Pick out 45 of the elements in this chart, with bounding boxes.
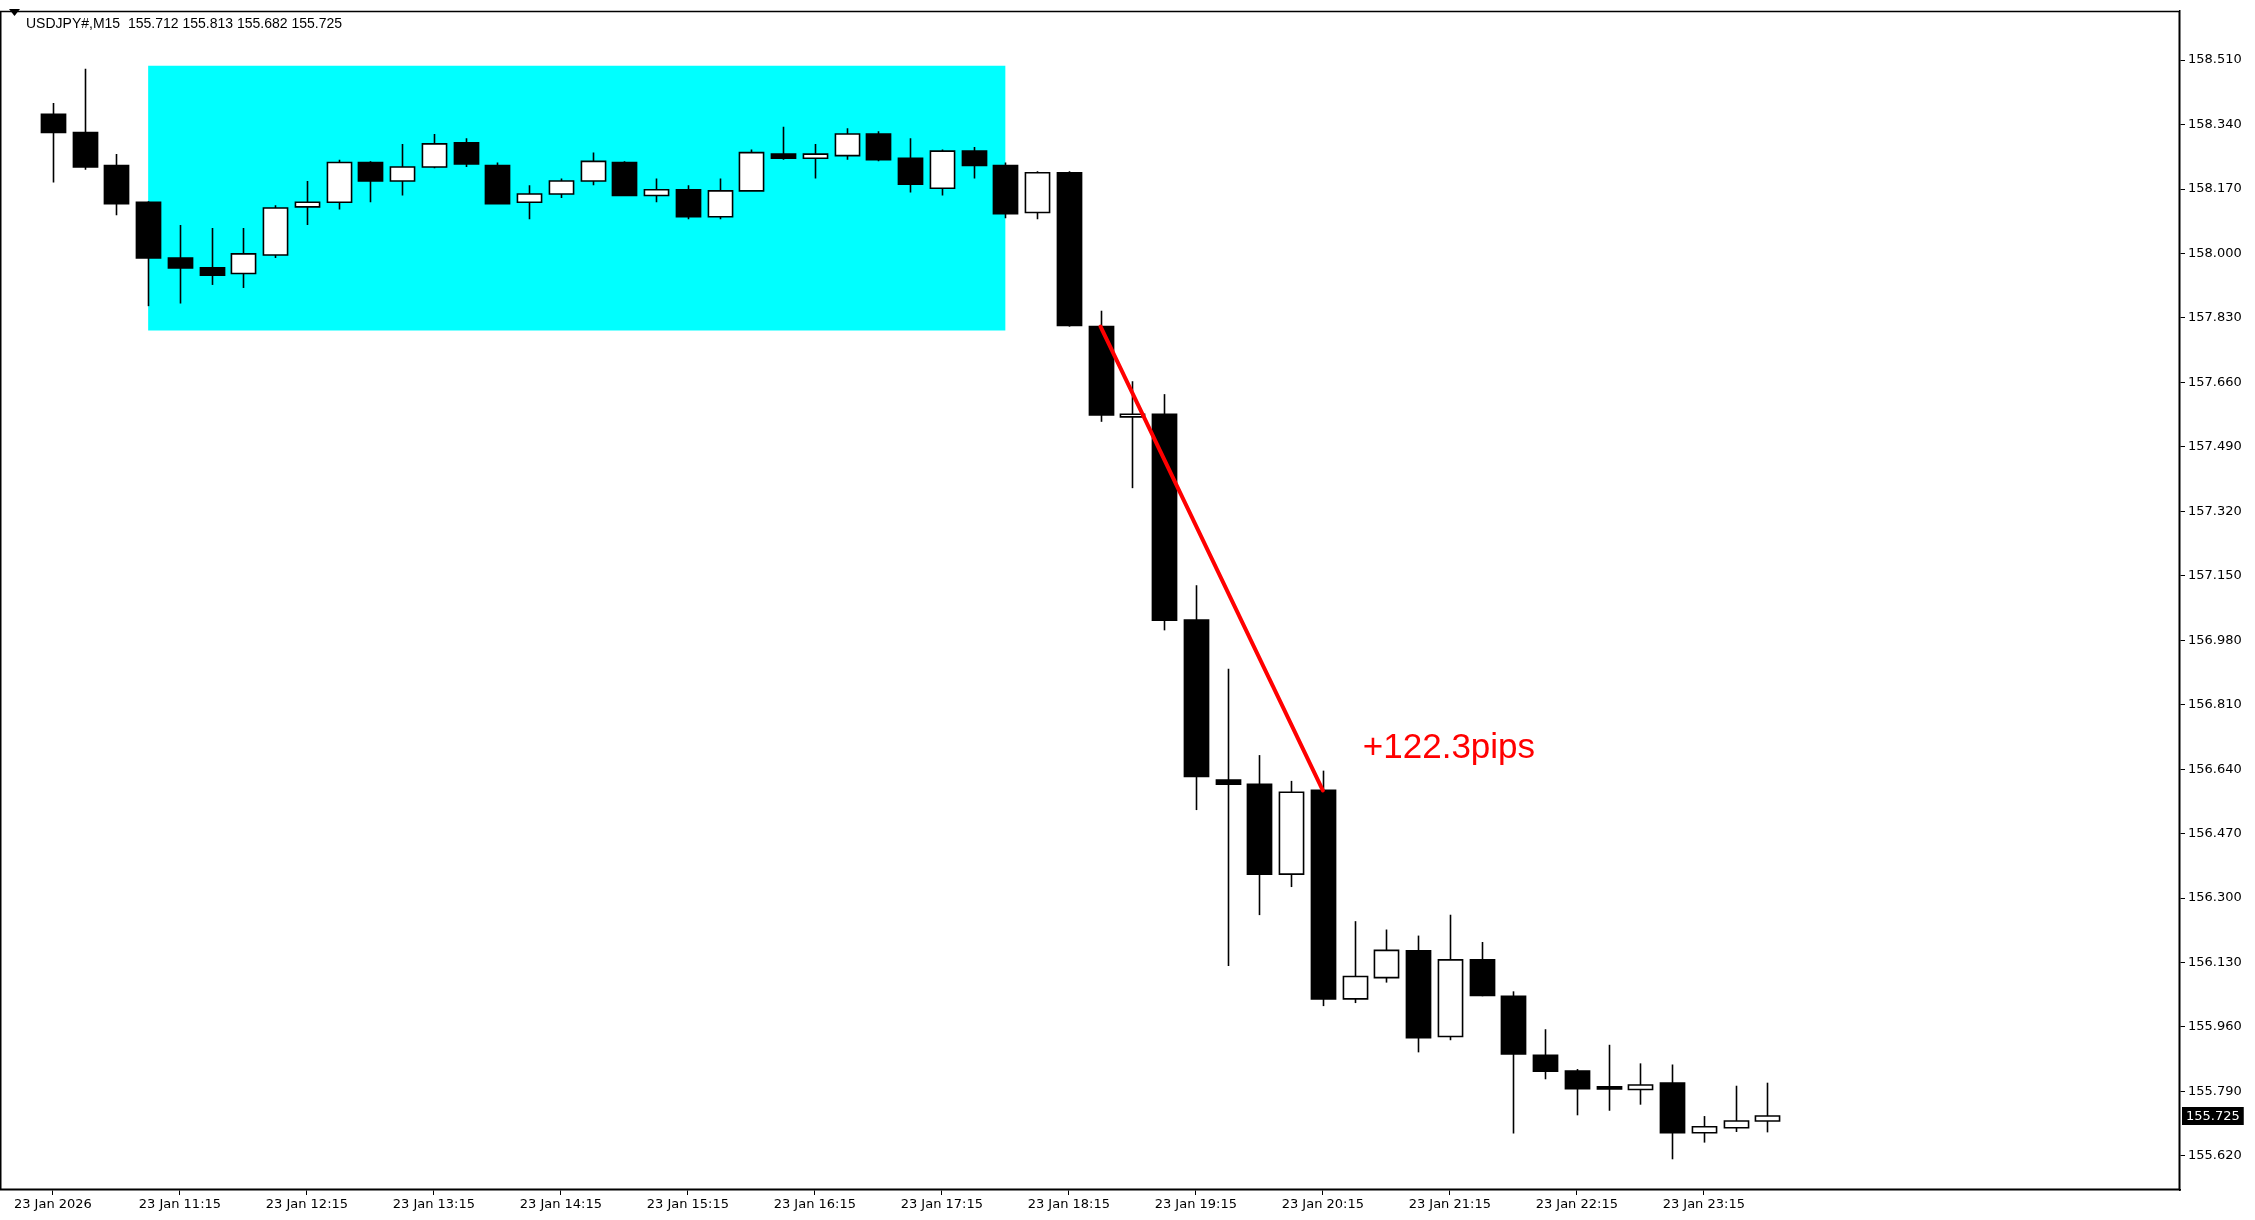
candlestick (1119, 380, 1146, 489)
x-tick-label: 23 Jan 20:15 (1281, 1196, 1364, 1212)
y-tick-label: 157.320 (2188, 502, 2242, 518)
text: 155.725 (2186, 1107, 2240, 1123)
y-tick-label: 156.130 (2188, 953, 2242, 969)
x-tick-label: 23 Jan 13:15 (392, 1196, 476, 1212)
x-tick-label: 23 Jan 21:15 (1408, 1196, 1491, 1212)
annotation: +122.3pips (1362, 726, 1536, 766)
candlestick (1627, 1062, 1654, 1106)
y-tick-label: 157.660 (2188, 373, 2242, 389)
candlestick (770, 126, 797, 161)
candlestick (1596, 1043, 1623, 1112)
candlestick (1754, 1081, 1781, 1134)
x-tick-label: 23 Jan 17:15 (900, 1196, 983, 1212)
x-tick-label: 23 Jan 14:15 (519, 1196, 603, 1212)
y-tick-label: 158.340 (2188, 115, 2242, 131)
y-tick-label: 155.620 (2188, 1147, 2242, 1163)
y-tick-label: 158.170 (2188, 180, 2242, 196)
x-tick-label: 23 Jan 16:15 (773, 1196, 857, 1212)
y-tick-label: 158.000 (2188, 244, 2242, 260)
x-tick-label: 23 Jan 22:15 (1535, 1196, 1618, 1212)
y-tick-label: 158.510 (2188, 51, 2242, 67)
y-tick-label: 155.790 (2188, 1082, 2242, 1098)
x-tick-label: 23 Jan 23:15 (1662, 1196, 1745, 1212)
x-tick-label: 23 Jan 12:15 (265, 1196, 349, 1212)
x-tick-label: 23 Jan 2026 (13, 1196, 92, 1212)
y-tick-label: 156.810 (2188, 696, 2242, 712)
y-tick-label: 157.490 (2188, 438, 2242, 454)
x-tick-label: 23 Jan 15:15 (646, 1196, 730, 1212)
y-tick-label: 156.300 (2188, 889, 2242, 905)
y-tick-label: 156.640 (2188, 760, 2242, 776)
y-tick-label: 157.150 (2188, 567, 2242, 583)
y-tick-label: 157.830 (2188, 309, 2242, 325)
y-tick-label: 155.960 (2188, 1018, 2242, 1034)
chart-title: USDJPY#,M15 155.712 155.813 155.682 155.725 (26, 14, 343, 31)
candlestick (294, 180, 321, 226)
y-tick-label: 156.470 (2188, 824, 2242, 840)
x-tick-label: 23 Jan 18:15 (1027, 1196, 1110, 1212)
candlestick (1215, 667, 1242, 967)
y-tick-label: 156.980 (2188, 631, 2242, 647)
candlestick (199, 227, 226, 286)
candlestick (802, 143, 829, 180)
candlestick (1691, 1115, 1718, 1144)
x-tick-label: 23 Jan 11:15 (138, 1196, 222, 1212)
x-tick-label: 23 Jan 19:15 (1154, 1196, 1237, 1212)
